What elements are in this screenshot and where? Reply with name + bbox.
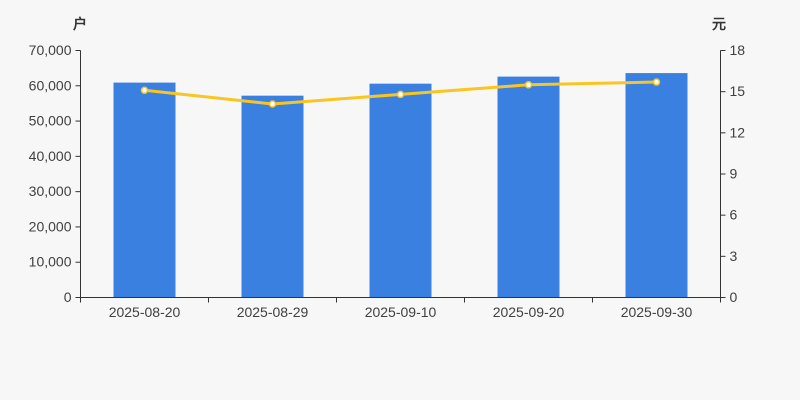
left-axis-tick-label: 20,000: [29, 218, 72, 234]
x-axis-category-label: 2025-09-10: [365, 304, 437, 320]
line-marker[interactable]: [268, 100, 277, 108]
x-axis-category-label: 2025-09-20: [493, 304, 565, 320]
line-series: [140, 78, 661, 108]
x-axis-category-label: 2025-09-30: [621, 304, 693, 320]
x-axis-category-label: 2025-08-29: [237, 304, 309, 320]
left-axis-tick-label: 70,000: [29, 42, 72, 58]
right-axis-tick-label: 0: [730, 289, 738, 305]
right-axis-tick-label: 3: [730, 248, 738, 264]
right-axis-tick-label: 12: [730, 124, 746, 140]
x-axis-category-label: 2025-08-20: [109, 304, 181, 320]
right-axis-tick-label: 9: [730, 166, 738, 182]
right-axis-tick-label: 6: [730, 207, 738, 223]
left-axis-tick-label: 40,000: [29, 148, 72, 164]
left-axis-tick-label: 10,000: [29, 254, 72, 270]
left-axis-tick-label: 50,000: [29, 113, 72, 129]
right-axis-tick-label: 15: [730, 83, 746, 99]
bar[interactable]: [113, 82, 176, 298]
right-axis-tick-label: 18: [730, 42, 746, 58]
bar[interactable]: [625, 73, 688, 298]
right-axis-unit-label: 元: [712, 16, 726, 32]
left-axis-tick-label: 60,000: [29, 77, 72, 93]
axes: 0 10,000 20,000 30,000 40,000 50,000 60,000 70,…: [29, 42, 746, 320]
line-marker[interactable]: [396, 90, 405, 99]
bar[interactable]: [241, 95, 304, 298]
line-marker[interactable]: [652, 78, 661, 86]
left-axis-tick-label: 30,000: [29, 183, 72, 199]
line-marker[interactable]: [140, 86, 149, 95]
bar-series: [113, 73, 688, 298]
left-axis-tick-label: 0: [64, 289, 72, 305]
left-axis-unit-label: 户: [73, 16, 87, 32]
bar[interactable]: [497, 76, 560, 298]
bar[interactable]: [369, 83, 432, 298]
line-marker[interactable]: [524, 81, 533, 89]
